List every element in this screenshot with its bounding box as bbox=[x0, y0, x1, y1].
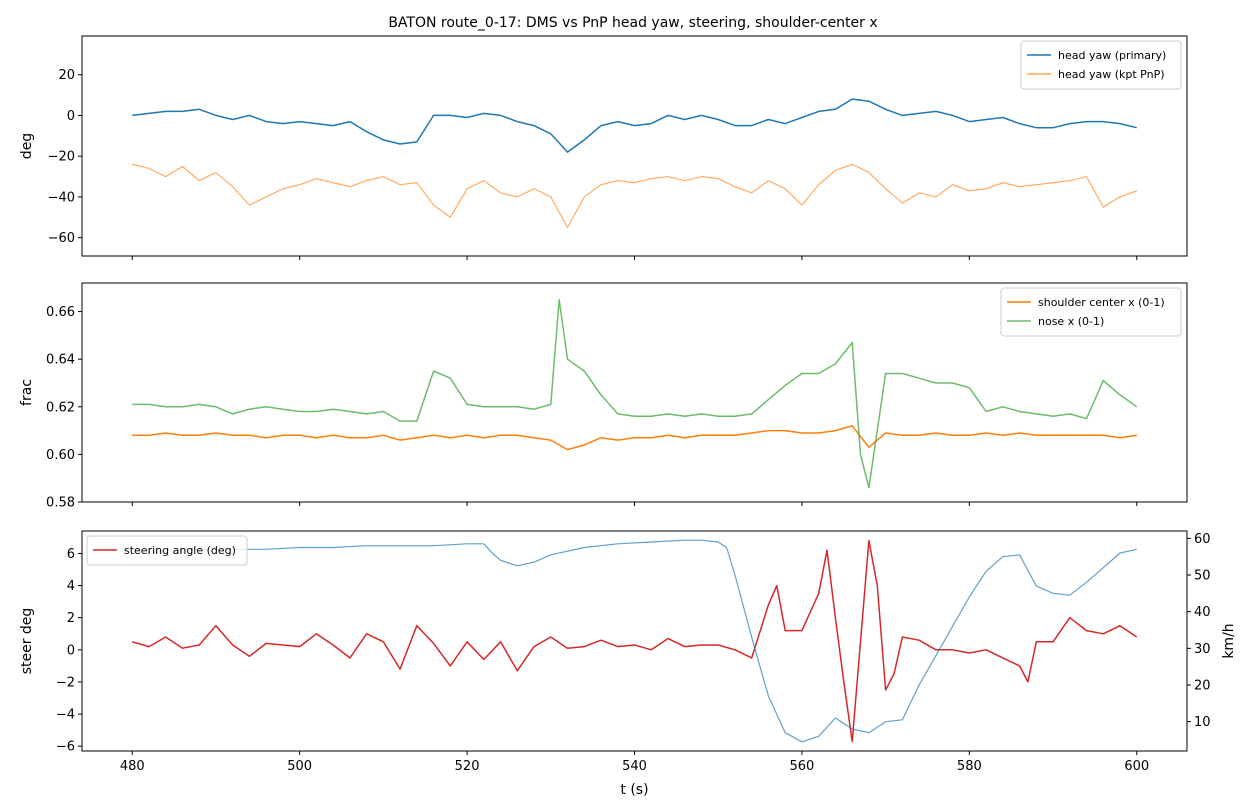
series-line-steering-angle-deg- bbox=[131, 539, 1138, 743]
legend-entry: head yaw (primary) bbox=[1058, 49, 1166, 62]
y-tick-label: −60 bbox=[48, 231, 75, 246]
y-tick-label: 0.60 bbox=[46, 448, 75, 463]
y-right-tick-label: 10 bbox=[1194, 715, 1211, 730]
y-tick-label: 0.66 bbox=[46, 305, 75, 320]
x-tick-label: 540 bbox=[622, 759, 647, 774]
series-line-head-yaw-primary- bbox=[132, 98, 1137, 153]
y-right-tick-label: 60 bbox=[1194, 532, 1211, 547]
y-tick-label: 6 bbox=[67, 547, 75, 562]
y-tick-label: −4 bbox=[56, 708, 75, 723]
legend-box bbox=[86, 535, 248, 566]
y-tick-label: 0.64 bbox=[46, 353, 75, 368]
legend-entry: steering angle (deg) bbox=[124, 544, 236, 557]
y-right-tick-label: 40 bbox=[1194, 605, 1211, 620]
x-tick-label: 520 bbox=[455, 759, 480, 774]
series-line-shoulder-center-x-0-1- bbox=[132, 425, 1137, 451]
axes-frame bbox=[81, 530, 1188, 752]
y-tick-label: 0 bbox=[67, 643, 75, 658]
series-line-nose-x-0-1- bbox=[132, 298, 1138, 489]
x-axis-label: t (s) bbox=[620, 782, 648, 798]
x-tick-label: 600 bbox=[1124, 759, 1149, 774]
y-tick-label: −2 bbox=[56, 675, 75, 690]
legend-entry: nose x (0-1) bbox=[1038, 315, 1104, 328]
y-tick-label: −20 bbox=[48, 150, 75, 165]
y-axis-label: steer deg bbox=[19, 608, 35, 675]
legend-box bbox=[1020, 40, 1182, 90]
y-axis-label: frac bbox=[19, 379, 35, 406]
legend: head yaw (primary) head yaw (kpt PnP) bbox=[1020, 40, 1182, 90]
y-tick-label: 0.58 bbox=[46, 496, 75, 511]
panel-steering-speed: 480 500 520 540 560 580 600 −6 −4 −2 0 2 4 6 10 20 30 40 5… bbox=[19, 530, 1237, 798]
y-tick-label: −6 bbox=[56, 740, 75, 755]
legend-box bbox=[1000, 287, 1182, 337]
y-tick-label: 0 bbox=[67, 109, 75, 124]
x-tick-label: 560 bbox=[790, 759, 815, 774]
legend-entry: shoulder center x (0-1) bbox=[1038, 296, 1165, 309]
legend: steering angle (deg) bbox=[86, 535, 248, 566]
chart-title: BATON route_0-17: DMS vs PnP head yaw, s… bbox=[388, 15, 877, 31]
x-tick-label: 580 bbox=[957, 759, 982, 774]
y-tick-label: 0.62 bbox=[46, 400, 75, 415]
series-line-speed bbox=[132, 539, 1137, 743]
y-right-axis-label: km/h bbox=[1221, 623, 1237, 658]
panel-position-x: 0.58 0.60 0.62 0.64 0.66 frac shoulder center … bbox=[19, 282, 1188, 511]
legend: shoulder center x (0-1) nose x (0-1) bbox=[1000, 287, 1182, 337]
y-axis-label: deg bbox=[19, 133, 35, 159]
y-tick-label: −40 bbox=[48, 190, 75, 205]
y-tick-label: 2 bbox=[67, 611, 75, 626]
y-tick-label: 4 bbox=[67, 579, 75, 594]
y-right-tick-label: 50 bbox=[1194, 569, 1211, 584]
legend-entry: head yaw (kpt PnP) bbox=[1058, 68, 1165, 81]
x-tick-label: 480 bbox=[120, 759, 145, 774]
y-tick-label: 20 bbox=[58, 68, 75, 83]
series-line-head-yaw-kpt-pnp- bbox=[132, 163, 1137, 229]
y-right-tick-label: 30 bbox=[1194, 642, 1211, 657]
x-tick-label: 500 bbox=[287, 759, 312, 774]
y-right-tick-label: 20 bbox=[1194, 679, 1211, 694]
